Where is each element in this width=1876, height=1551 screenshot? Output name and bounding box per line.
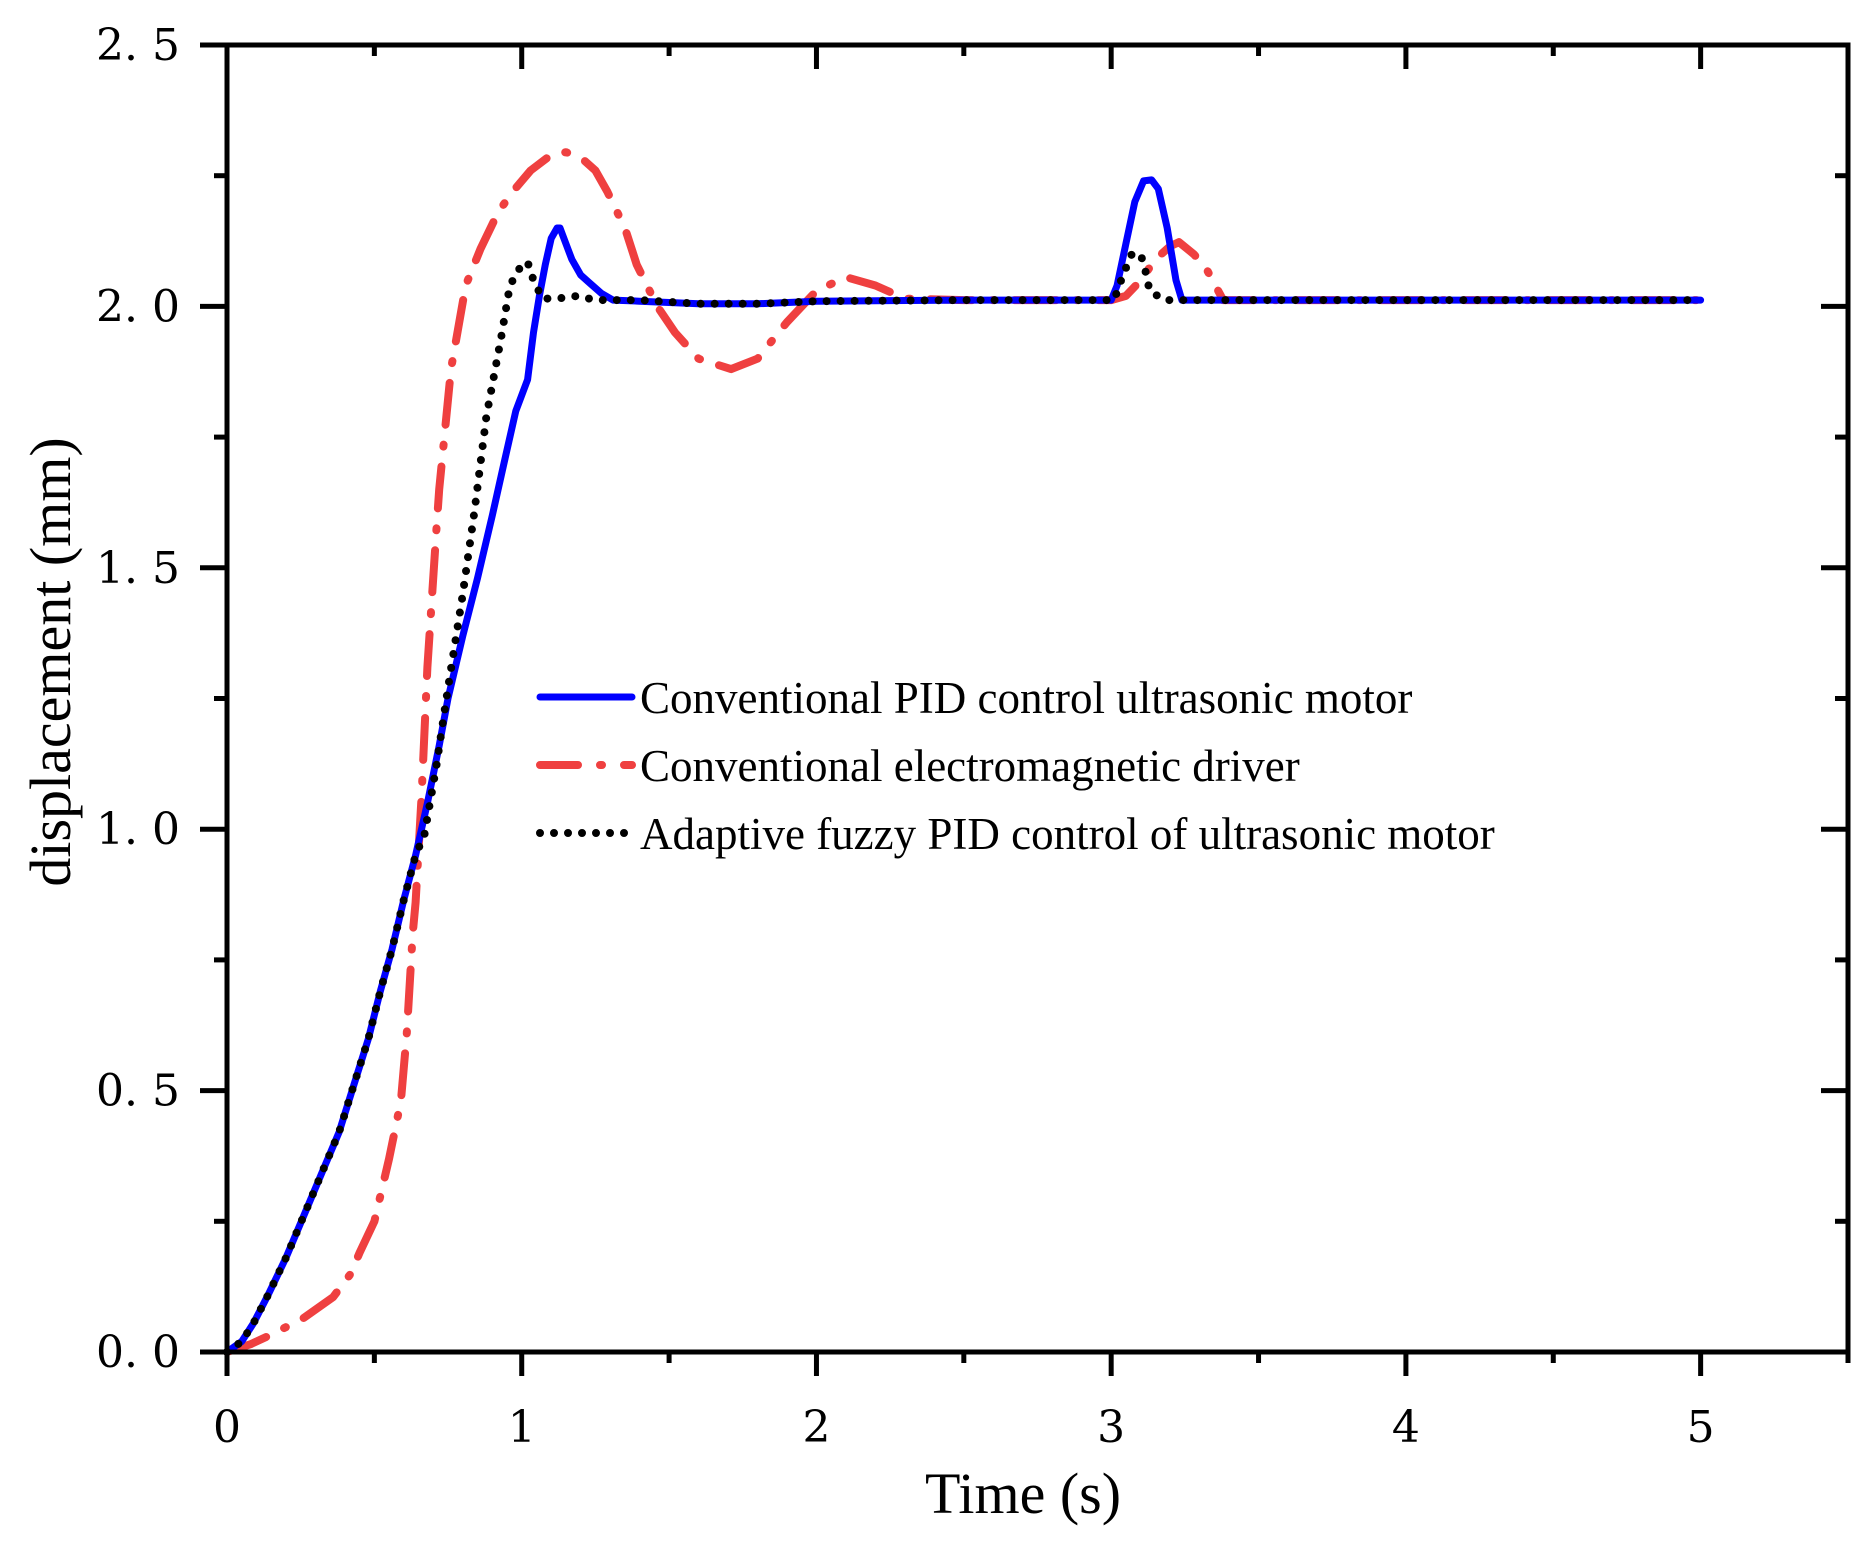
legend-item-electromagnetic: Conventional electromagnetic driver (536, 741, 1300, 791)
x-tick-label: 2 (802, 1402, 830, 1453)
y-axis-title: displacement (mm) (18, 437, 83, 886)
x-tick-label: 5 (1687, 1402, 1715, 1453)
series-layer (223, 148, 1705, 1356)
legend-item-fuzzy-pid: Adaptive fuzzy PID control of ultrasonic… (536, 809, 1495, 859)
x-tick-label: 3 (1097, 1402, 1125, 1453)
y-tick-label: 0. 5 (96, 1066, 180, 1117)
y-tick-label: 2. 5 (96, 20, 180, 71)
legend-label: Adaptive fuzzy PID control of ultrasonic… (640, 809, 1495, 859)
series-line-2 (223, 250, 1705, 1356)
y-tick-label: 0. 0 (96, 1327, 180, 1378)
y-tick-label: 2. 0 (96, 281, 180, 332)
y-tick-label: 1. 0 (96, 804, 180, 855)
x-tick-label: 4 (1392, 1402, 1420, 1453)
legend: Conventional PID control ultrasonic moto… (536, 673, 1495, 859)
legend-item-pid: Conventional PID control ultrasonic moto… (536, 673, 1412, 723)
legend-label: Conventional PID control ultrasonic moto… (640, 673, 1412, 723)
series-line-1 (223, 148, 1705, 1356)
ticks-layer (200, 42, 1851, 1376)
x-axis-title: Time (s) (925, 1461, 1121, 1526)
legend-label: Conventional electromagnetic driver (640, 741, 1300, 791)
x-tick-label: 0 (213, 1402, 241, 1453)
y-tick-label: 1. 5 (96, 543, 180, 594)
x-tick-label: 1 (508, 1402, 536, 1453)
tick-labels-layer: 0 1 2 3 4 5 0. 0 0. 5 1. 0 1. 5 2. 0 2. 5 (96, 20, 1715, 1453)
